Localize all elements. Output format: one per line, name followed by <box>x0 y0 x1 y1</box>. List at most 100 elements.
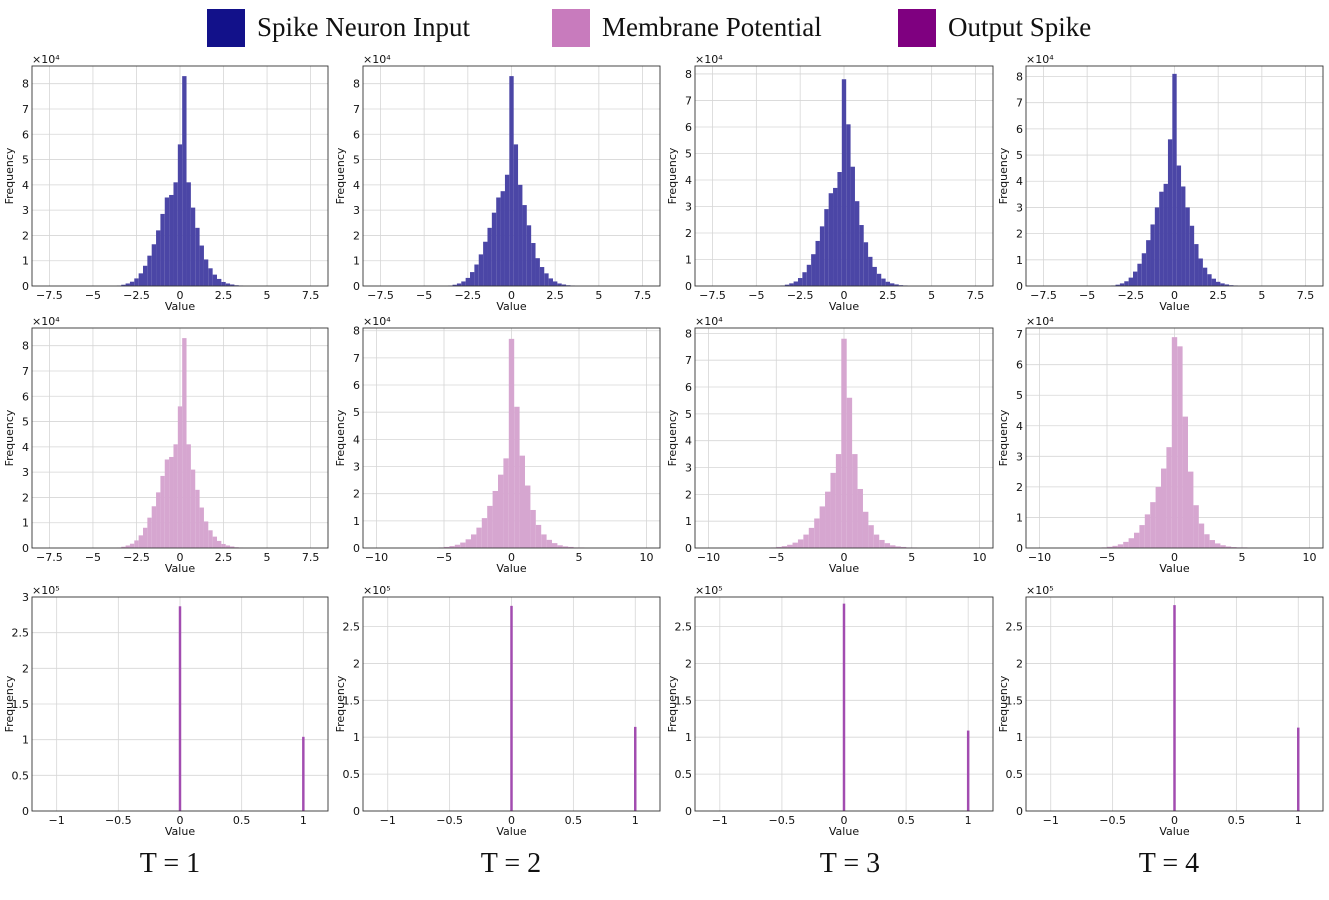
hist-membrane-t2-ytick-label-6: 6 <box>353 379 360 392</box>
hist-membrane-t3-ytick-label-0: 0 <box>685 542 692 555</box>
hist-input-t1-bar-11 <box>164 197 170 286</box>
hist-output-t1: −1 −0.5 0 0.5 1 0 0.5 1 1.5 2 2.5 3 Value Frequency ×1… <box>3 584 329 838</box>
hist-input-t1-bar-22 <box>212 274 217 286</box>
hist-input-t4-bar-15 <box>1176 165 1182 286</box>
hist-membrane-t1-xtick-label-2: −2.5 <box>123 551 150 564</box>
hist-membrane-t4-bar-5 <box>1128 538 1134 548</box>
hist-input-t1-ytick-label-5: 5 <box>22 154 29 167</box>
hist-input-t3-bar-20 <box>868 256 873 286</box>
hist-output-t4-xtick-label-4: 1 <box>1295 814 1302 827</box>
hist-membrane-t3-ytick-label-1: 1 <box>685 515 692 528</box>
hist-membrane-t1-bar-10 <box>160 475 165 548</box>
hist-membrane-t1-ylabel: Frequency <box>3 409 16 466</box>
hist-input-t2-bar-22 <box>544 273 549 286</box>
hist-output-t4-xtick-label-1: −0.5 <box>1099 814 1126 827</box>
legend-label-membrane: Membrane Potential <box>602 12 822 42</box>
hist-input-t1-bar-1 <box>121 284 126 286</box>
hist-input-t1-bar-16 <box>186 182 191 286</box>
hist-output-t3-ytick-label-3: 1.5 <box>675 694 693 707</box>
hist-input-t2-bar-13 <box>504 174 510 286</box>
hist-membrane-t1-bar-14 <box>177 406 183 548</box>
hist-input-t2-bar-16 <box>518 184 523 286</box>
hist-output-t3-xtick-label-3: 0.5 <box>897 814 915 827</box>
hist-membrane-t2-ytick-label-1: 1 <box>353 515 360 528</box>
hist-output-t1-ytick-label-0: 0 <box>22 805 29 818</box>
hist-membrane-t1-xtick-label-4: 2.5 <box>215 551 233 564</box>
hist-output-t1-ylabel: Frequency <box>3 675 16 732</box>
hist-membrane-t4-ytick-label-7: 7 <box>1016 328 1023 341</box>
hist-membrane-t4-xlabel: Value <box>1159 562 1189 575</box>
hist-membrane-t3-bar-6 <box>803 534 809 548</box>
legend-label-output: Output Spike <box>948 12 1092 42</box>
hist-input-t4-xtick-label-0: −7.5 <box>1030 289 1057 302</box>
hist-membrane-t4-bar-1 <box>1107 546 1113 548</box>
hist-input-t4-bar-16 <box>1181 186 1186 286</box>
hist-input-t2-bar-11 <box>496 197 501 286</box>
hist-membrane-t4-bar-20 <box>1209 540 1215 548</box>
legend-swatch-input <box>207 9 245 47</box>
hist-input-t1-ytick-label-6: 6 <box>22 128 29 141</box>
hist-membrane-t3-bar-16 <box>857 488 863 548</box>
hist-input-t1-bar-7 <box>147 255 152 286</box>
hist-input-t3-ylabel: Frequency <box>666 147 679 204</box>
hist-input-t4-bar-14 <box>1172 73 1177 286</box>
hist-membrane-t1-bar-17 <box>190 469 196 548</box>
hist-membrane-t4-ytick-label-1: 1 <box>1016 511 1023 524</box>
hist-membrane-t4-bar-24 <box>1231 547 1237 548</box>
hist-input-t4-bar-3 <box>1124 281 1129 286</box>
hist-membrane-t4-bar-23 <box>1225 546 1232 548</box>
hist-output-t1-xtick-label-3: 0.5 <box>233 814 251 827</box>
hist-membrane-t2-bar-22 <box>557 545 563 548</box>
time-label-t2: T = 2 <box>480 848 542 879</box>
hist-membrane-t4-bar-7 <box>1139 525 1145 548</box>
hist-output-t1-multiplier: ×10⁵ <box>32 584 60 597</box>
hist-output-t1-xtick-label-2: 0 <box>177 814 184 827</box>
hist-input-t1-bar-10 <box>160 213 165 286</box>
hist-input-t3-bar-24 <box>885 281 891 286</box>
hist-membrane-t3-xlabel: Value <box>829 562 859 575</box>
hist-input-t3-bar-3 <box>793 281 798 286</box>
hist-membrane-t2-xtick-label-4: 10 <box>640 551 654 564</box>
hist-membrane-t4-bar-10 <box>1155 486 1161 548</box>
hist-membrane-t1-bar-26 <box>230 546 235 548</box>
hist-input-t1-bar-3 <box>129 281 135 286</box>
hist-membrane-t1-xtick-label-5: 5 <box>264 551 271 564</box>
hist-membrane-t3-bar-7 <box>808 527 815 548</box>
hist-input-t2-multiplier: ×10⁴ <box>363 55 391 66</box>
hist-output-t4-bar-0 <box>1173 605 1176 811</box>
hist-input-t3-bar-6 <box>806 264 812 286</box>
hist-membrane-t4-xtick-label-4: 10 <box>1303 551 1317 564</box>
hist-input-t4-bar-22 <box>1207 274 1212 286</box>
hist-membrane-t3-bar-1 <box>776 546 782 548</box>
hist-membrane-t1-bar-20 <box>203 521 209 548</box>
hist-output-t1-ytick-label-3: 1.5 <box>12 698 30 711</box>
hist-output-t4-xtick-label-0: −1 <box>1043 814 1059 827</box>
hist-output-t2-ytick-label-4: 2 <box>353 657 360 670</box>
hist-output-t3-frame <box>694 596 994 812</box>
hist-input-t3-bar-15 <box>846 124 851 286</box>
hist-membrane-t2: −10 −5 0 5 10 0 1 2 3 4 5 6 7 8 Value Frequency ×10⁴ <box>334 315 661 575</box>
hist-input-t1-ytick-label-3: 3 <box>22 204 29 217</box>
hist-membrane-t1-ytick-label-1: 1 <box>22 517 29 530</box>
hist-input-t2-xtick-label-2: −2.5 <box>454 289 481 302</box>
hist-input-t2-ytick-label-6: 6 <box>353 128 360 141</box>
hist-membrane-t4-xtick-label-0: −10 <box>1028 551 1051 564</box>
hist-input-t2: −7.5 −5 −2.5 0 2.5 5 7.5 0 1 2 3 4 5 6 7 8 Value Frequenc… <box>334 55 661 313</box>
hist-input-t3-bar-17 <box>854 201 860 286</box>
hist-output-t4: −1 −0.5 0 0.5 1 0 0.5 1 1.5 2 2.5 Value Frequency ×10… <box>997 584 1324 838</box>
hist-membrane-t1-ytick-label-5: 5 <box>22 416 29 429</box>
hist-input-t1-bar-14 <box>177 144 183 286</box>
hist-input-t1-ytick-label-1: 1 <box>22 255 29 268</box>
hist-membrane-t1-ytick-label-2: 2 <box>22 491 29 504</box>
hist-input-t4-bar-10 <box>1154 207 1160 286</box>
hist-output-t2-ylabel: Frequency <box>334 675 347 732</box>
hist-input-t3-bar-11 <box>828 193 834 286</box>
hist-membrane-t2-bar-16 <box>525 485 531 548</box>
hist-output-t1-xlabel: Value <box>165 825 195 838</box>
hist-input-t4-xtick-label-1: −5 <box>1079 289 1095 302</box>
hist-input-t3-multiplier: ×10⁴ <box>695 55 723 66</box>
legend-swatch-membrane <box>552 9 590 47</box>
hist-input-t2-bar-21 <box>539 267 545 286</box>
hist-input-t2-bar-8 <box>483 241 488 286</box>
hist-input-t1-ytick-label-2: 2 <box>22 229 29 242</box>
